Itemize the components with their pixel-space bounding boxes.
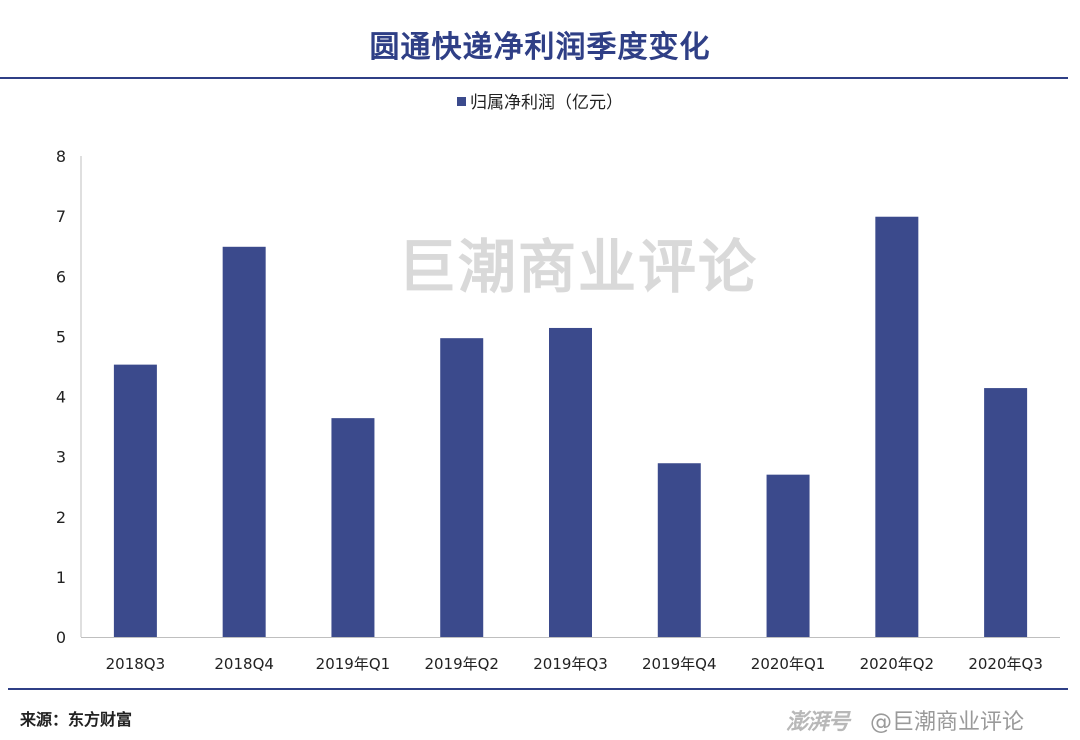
bar [766, 474, 810, 637]
bar [331, 418, 375, 637]
footer-credit: @巨潮商业评论 [870, 710, 1025, 735]
chart-legend: 归属净利润（亿元） [0, 88, 1080, 113]
chart-title: 圆通快递净利润季度变化 [369, 30, 711, 65]
x-tick-label: 2018Q3 [106, 655, 166, 673]
y-tick-label: 0 [56, 628, 66, 647]
bar [549, 327, 592, 637]
bar [222, 246, 266, 637]
y-tick-label: 6 [56, 267, 66, 286]
y-tick-label: 3 [56, 448, 66, 467]
x-tick-label: 2020年Q3 [968, 655, 1043, 673]
x-tick-label: 2019年Q2 [424, 655, 499, 673]
bar [657, 463, 701, 637]
title-divider [0, 77, 1068, 79]
x-tick-label: 2018Q4 [214, 655, 274, 673]
x-tick-label: 2019年Q1 [316, 655, 391, 673]
y-tick-label: 1 [56, 568, 66, 587]
footer-brand-logo: 澎湃号 [786, 710, 850, 735]
x-axis: 2018Q3 2018Q4 2019年Q1 2019年Q2 2019年Q3 2019年Q4… [81, 637, 1060, 673]
bar [875, 216, 919, 637]
legend-label: 归属净利润（亿元） [470, 93, 623, 113]
y-tick-label: 4 [56, 388, 66, 407]
bar [984, 388, 1028, 637]
source-note: 来源：东方财富 [20, 710, 133, 729]
bars-group [113, 216, 1028, 637]
y-axis: 0 1 2 3 4 5 6 7 8 [56, 147, 82, 647]
x-tick-label: 2019年Q3 [533, 655, 608, 673]
x-tick-label: 2019年Q4 [642, 655, 717, 673]
bar [113, 364, 157, 637]
x-tick-label: 2020年Q2 [860, 655, 935, 673]
y-tick-label: 5 [56, 327, 66, 346]
bar [440, 338, 484, 637]
x-tick-label: 2020年Q1 [751, 655, 826, 673]
y-tick-label: 8 [56, 147, 66, 166]
legend-swatch [457, 97, 466, 106]
footer-divider [8, 688, 1068, 690]
y-tick-label: 7 [56, 207, 66, 226]
y-tick-label: 2 [56, 508, 66, 527]
watermark: 巨潮商业评论 [398, 233, 759, 301]
